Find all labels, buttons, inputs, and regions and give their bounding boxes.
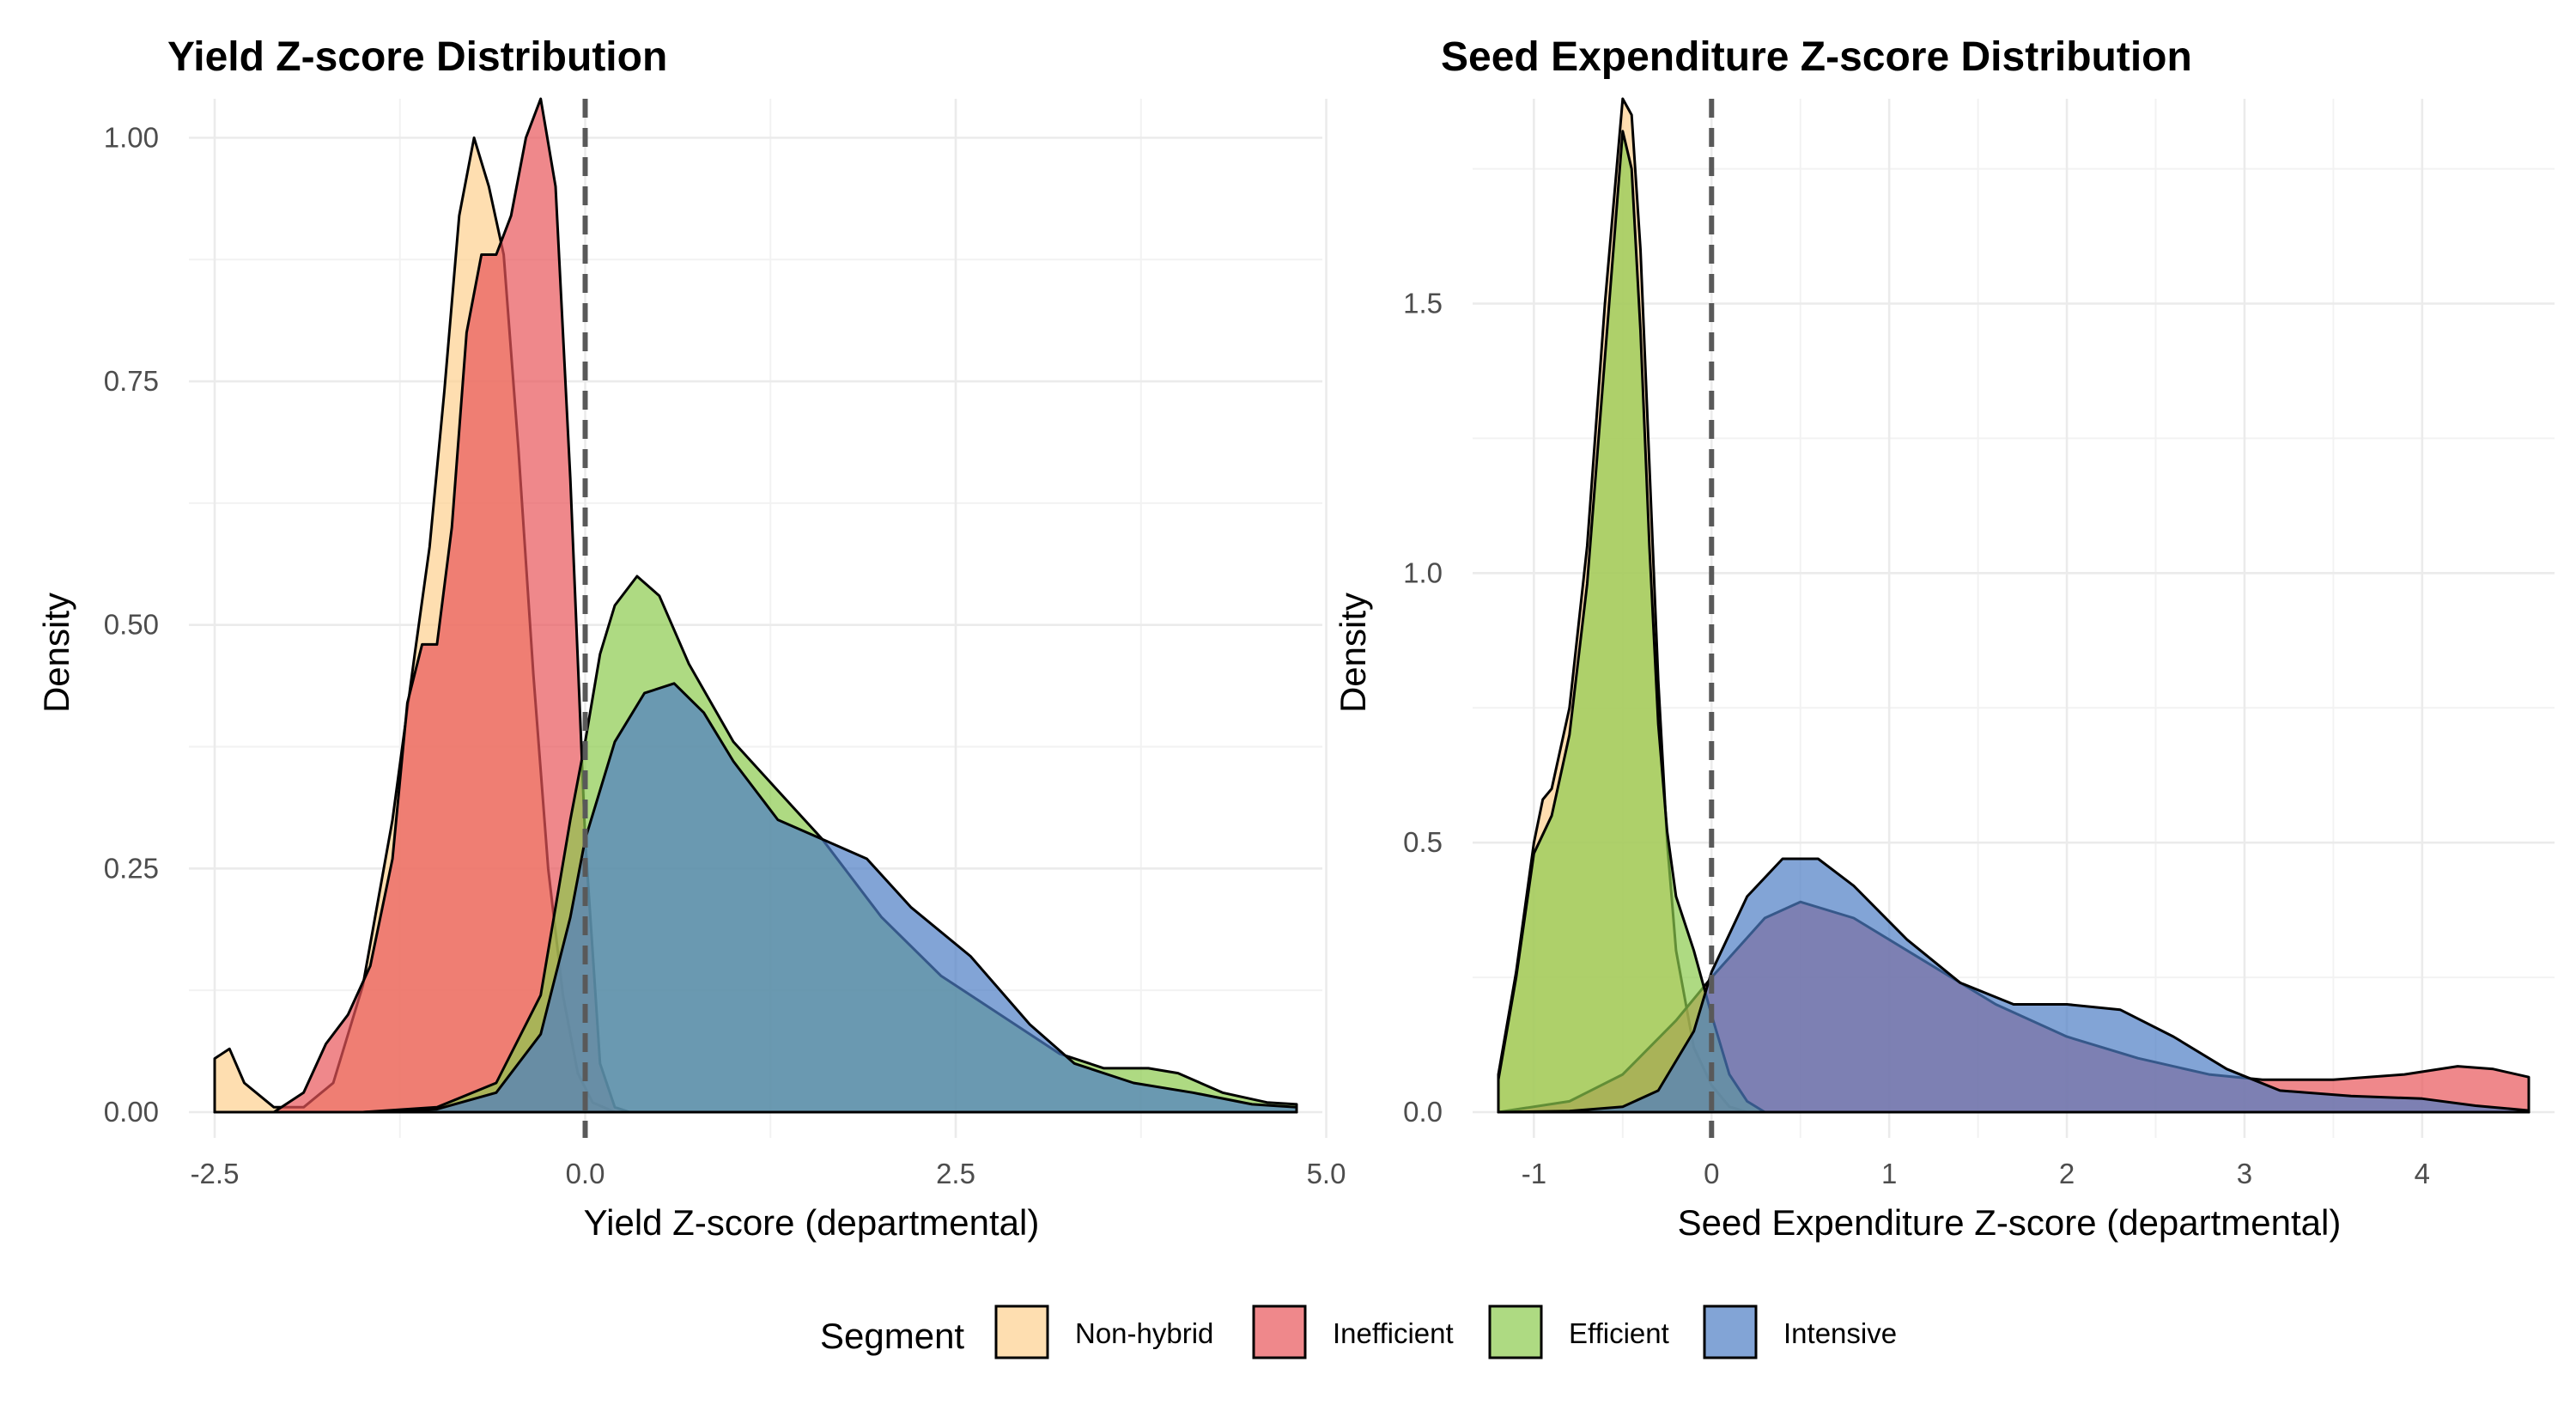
yield-density-intensive [213,682,1298,1114]
yield-panel-title: Yield Z-score Distribution [167,34,667,80]
legend-swatch-non-hybrid [994,1304,1049,1359]
yield-y-tick-label: 0.50 [104,609,159,641]
seed-y-tick-label: 1.5 [1403,288,1443,319]
yield-x-tick-labels: -2.5 0.0 2.5 5.0 [191,1158,1346,1189]
legend-label-intensive: Intensive [1783,1317,1897,1349]
legend-swatch-inefficient [1252,1304,1307,1359]
seed-x-tick-label: 0 [1704,1158,1719,1189]
legend-item-efficient: Efficient [1488,1304,1669,1359]
legend-label-efficient: Efficient [1569,1317,1669,1349]
yield-y-tick-label: 1.00 [104,121,159,153]
yield-y-tick-label: 0.75 [104,365,159,397]
yield-density-areas [213,97,1298,1114]
seed-x-tick-labels: -1 0 1 2 3 4 [1522,1158,2430,1189]
yield-y-tick-labels: 0.00 0.25 0.50 0.75 1.00 [104,121,159,1128]
seed-x-tick-label: -1 [1522,1158,1546,1189]
seed-x-tick-label: 1 [1881,1158,1897,1189]
legend-items: Non-hybrid Inefficient Efficient Intensive [994,1304,1897,1359]
legend-item-intensive: Intensive [1703,1304,1897,1359]
legend-item-inefficient: Inefficient [1252,1304,1454,1359]
yield-panel: Yield Z-score Distribution -2.5 0.0 2.5 5.0… [36,34,1346,1243]
legend-item-non-hybrid: Non-hybrid [994,1304,1213,1359]
seed-y-tick-label: 0.0 [1403,1096,1443,1128]
yield-y-tick-label: 0.25 [104,852,159,884]
yield-x-tick-label: 2.5 [936,1158,975,1189]
seed-panel-title: Seed Expenditure Z-score Distribution [1441,34,2192,80]
legend: Segment Non-hybrid Inefficient Efficient In… [820,1304,1897,1359]
seed-y-tick-labels: 0.0 0.5 1.0 1.5 [1403,288,1443,1128]
legend-label-non-hybrid: Non-hybrid [1075,1317,1213,1349]
seed-x-tick-label: 3 [2237,1158,2252,1189]
legend-title: Segment [820,1316,964,1356]
legend-swatch-intensive [1703,1304,1758,1359]
yield-y-tick-label: 0.00 [104,1096,159,1128]
yield-x-axis-label: Yield Z-score (departmental) [584,1202,1040,1243]
seed-panel: Seed Expenditure Z-score Distribution -1… [1333,34,2555,1243]
seed-density-intensive [1497,857,2530,1114]
yield-x-tick-label: 5.0 [1307,1158,1346,1189]
seed-x-axis-label: Seed Expenditure Z-score (departmental) [1678,1202,2342,1243]
yield-x-tick-label: -2.5 [191,1158,240,1189]
seed-y-axis-label: Density [1333,593,1373,713]
seed-y-tick-label: 0.5 [1403,826,1443,858]
legend-label-inefficient: Inefficient [1333,1317,1454,1349]
seed-x-tick-label: 4 [2415,1158,2430,1189]
seed-y-tick-label: 1.0 [1403,556,1443,588]
yield-x-tick-label: 0.0 [566,1158,605,1189]
yield-y-axis-label: Density [36,593,76,713]
seed-density-areas [1497,97,2530,1114]
legend-swatch-efficient [1488,1304,1543,1359]
seed-x-tick-label: 2 [2059,1158,2075,1189]
